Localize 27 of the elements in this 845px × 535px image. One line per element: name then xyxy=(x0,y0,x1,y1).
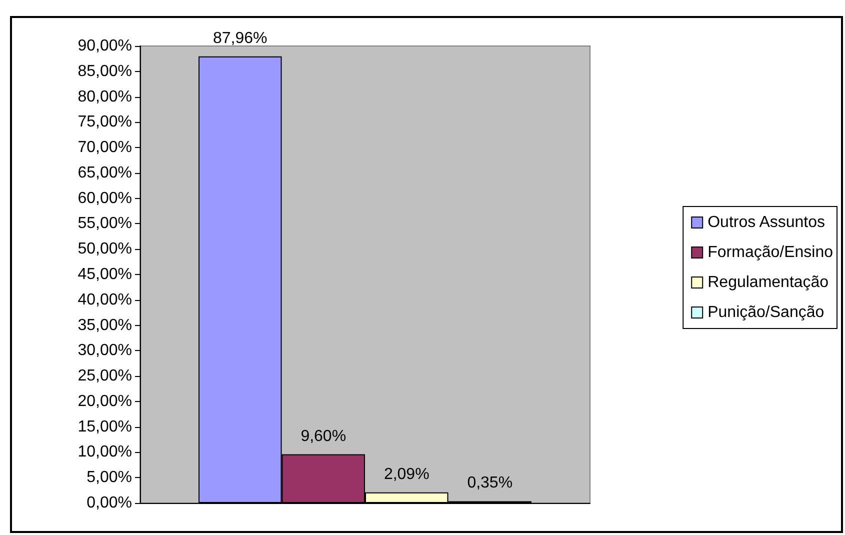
legend-label: Outros Assuntos xyxy=(708,214,825,231)
y-tick-label: 65,00% xyxy=(78,164,132,182)
y-tick-label: 25,00% xyxy=(78,368,132,385)
y-tick-label: 90,00% xyxy=(78,38,132,54)
y-tick-label: 35,00% xyxy=(78,316,132,334)
y-tick-label: 60,00% xyxy=(78,190,132,207)
data-label: 87,96% xyxy=(212,30,268,47)
legend-label: Formação/Ensino xyxy=(708,244,834,261)
y-tick-label: 45,00% xyxy=(78,266,132,283)
y-tick-label: 80,00% xyxy=(78,88,132,106)
legend-label: Regulamentação xyxy=(708,274,829,291)
data-label: 0,35% xyxy=(467,474,513,492)
legend-label: Punição/Sanção xyxy=(708,304,824,321)
data-label: 2,09% xyxy=(384,466,430,483)
y-tick-label: 30,00% xyxy=(78,342,132,360)
y-tick-label: 75,00% xyxy=(78,114,132,131)
y-tick-label: 70,00% xyxy=(78,139,132,156)
y-tick-label: 15,00% xyxy=(78,418,132,436)
y-tick-label: 10,00% xyxy=(78,444,132,461)
y-tick-label: 5,00% xyxy=(86,469,132,486)
y-tick-label: 0,00% xyxy=(86,494,132,512)
data-label: 9,60% xyxy=(300,428,346,445)
y-tick-label: 20,00% xyxy=(78,392,132,410)
y-tick-label: 50,00% xyxy=(78,240,132,258)
y-tick-label: 55,00% xyxy=(78,215,132,232)
y-tick-label: 40,00% xyxy=(78,291,132,308)
y-tick-label: 85,00% xyxy=(78,62,132,80)
